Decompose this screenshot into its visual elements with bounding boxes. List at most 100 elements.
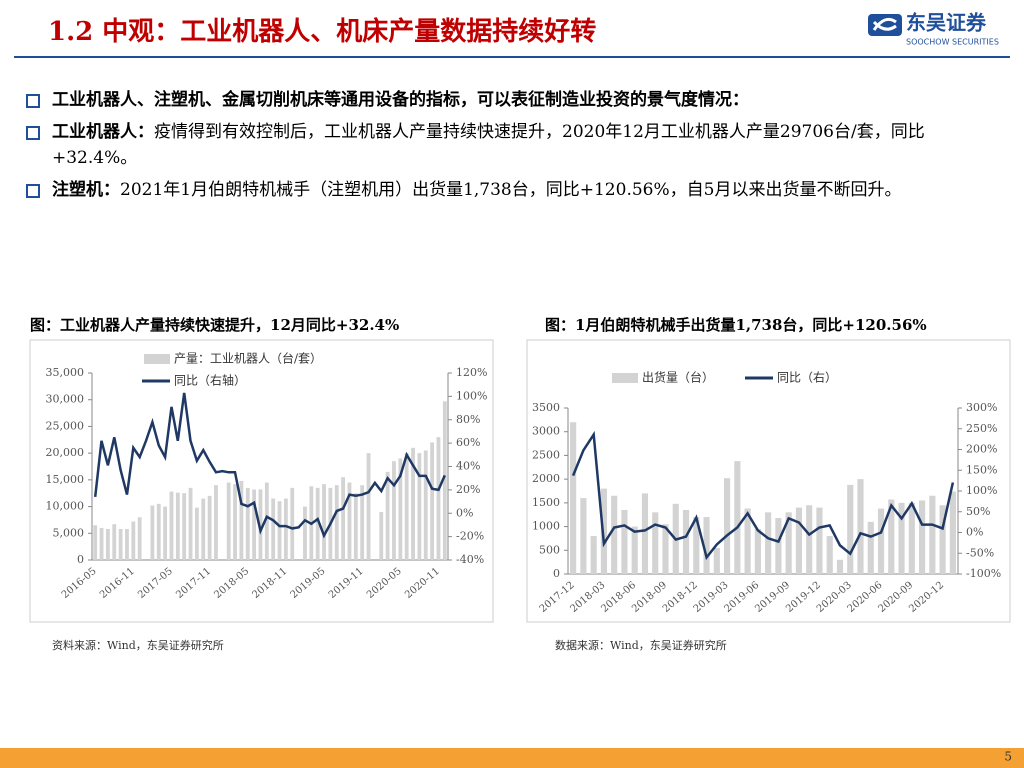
y2-tick-label: -50% [966,546,994,559]
chart-source: 资料来源：Wind，东吴证券研究所 [52,638,224,652]
y-tick-label: 3500 [532,401,560,414]
line-series [571,430,955,561]
x-tick-label: 2017-05 [136,566,175,601]
y-tick-label: 500 [539,543,560,556]
footer-bar [0,748,1024,768]
bar [621,509,628,574]
bar [347,482,352,560]
bar [137,517,142,560]
bullet-label: 工业机器人： [52,122,154,142]
y-tick-label: 20,000 [46,446,85,459]
bar [360,485,365,560]
y-tick-label: 10,000 [46,500,85,513]
bullet: 注塑机：2021年1月伯朗特机械手（注塑机用）出货量1,738台，同比+120.… [26,177,1007,203]
x-tick-label: 2018-05 [212,566,251,601]
legend-swatch [612,373,638,383]
bar [703,517,710,574]
x-tick-label: 2020-11 [403,566,442,601]
chart-frame [29,339,494,623]
bar [194,507,199,560]
legend-swatch [144,354,170,364]
y-tick-label: 1000 [532,520,560,533]
y-tick-label: 35,000 [46,366,85,379]
bar [867,521,874,574]
bar [226,482,231,560]
bar [631,526,638,574]
x-tick-label: 2016-05 [60,566,99,601]
logo-icon [868,14,902,36]
bar [392,461,396,560]
y-tick-label: 5,000 [53,526,85,539]
bar [315,487,320,560]
legend-label: 产量：工业机器人（台/套） [174,351,322,366]
y2-tick-label: 300% [966,401,997,414]
bar [264,482,269,560]
bullet-label: 注塑机： [52,180,120,200]
bar [303,506,307,560]
bullet-text: 2021年1月伯朗特机械手（注塑机用）出货量1,738台，同比+120.56%，… [120,180,902,200]
bar [816,507,823,574]
bar [105,529,110,560]
logo-mark [872,17,897,31]
bar [207,495,212,560]
y2-tick-label: 50% [966,505,990,518]
y2-tick-label: 0% [456,506,473,519]
y2-tick-label: -100% [966,567,1001,580]
bar [385,471,390,560]
y-tick-label: 0 [553,567,560,580]
bar [436,437,441,560]
bar [118,529,123,560]
bullet: 工业机器人：疫情得到有效控制后，工业机器人产量持续快速提升，2020年12月工业… [26,119,1007,171]
x-tick-label: 2019-05 [289,566,328,601]
bar [908,502,915,574]
y2-tick-label: 60% [456,436,480,449]
chart-source: 数据来源：Wind，东吴证券研究所 [555,638,727,652]
x-tick-label: 2020-12 [907,580,946,615]
bar [150,505,155,560]
legend-label: 出货量（台） [642,370,714,385]
bar [214,485,218,560]
bar [590,536,597,574]
bar [898,502,905,574]
bullet-label: 工业机器人、注塑机、金属切削机床等通用设备的指标，可以表征制造业投资的景气度情况… [52,90,749,110]
bar [744,508,751,574]
bar [836,559,844,574]
x-tick-label: 2016-11 [98,566,137,601]
bar [430,442,435,560]
y2-tick-label: 40% [456,460,480,473]
y-tick-label: 2500 [532,448,560,461]
bar [785,512,792,574]
x-tick-label: 2020-05 [365,566,404,601]
bar [398,458,403,560]
bar [239,480,244,560]
y-tick-label: 2000 [532,472,560,485]
bar [277,501,282,560]
bar [411,447,415,560]
bar [175,492,180,560]
bar [713,547,720,574]
bar [734,461,741,574]
slide-title: 1.2 中观：工业机器人、机床产量数据持续好转 [48,16,596,47]
bar [826,536,833,574]
bar [379,511,384,560]
bar [641,493,649,574]
bar [93,525,98,560]
bar [929,495,936,574]
bar [754,528,761,574]
legend-label: 同比（右轴） [174,373,246,388]
bullet: 工业机器人、注塑机、金属切削机床等通用设备的指标，可以表征制造业投资的景气度情况… [26,87,1007,113]
bar [322,484,326,560]
bar [570,422,577,574]
logo-cn: 东吴证券 [906,11,987,35]
bar [806,505,813,574]
bar [693,517,700,574]
bar [919,500,926,574]
bar [611,495,618,574]
bar [888,499,895,574]
chart-frame [526,339,1011,623]
bar [156,503,161,560]
y2-tick-label: -40% [456,553,484,566]
bar [423,450,428,560]
bar [252,489,257,560]
bar [442,401,447,560]
